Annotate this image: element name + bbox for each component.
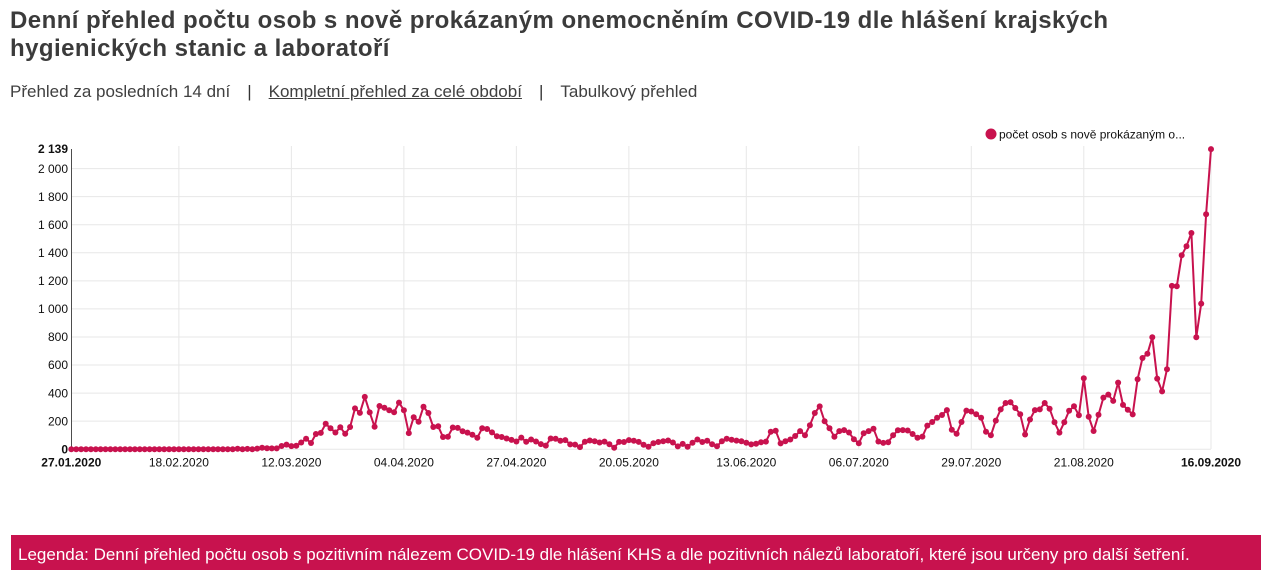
svg-text:27.04.2020: 27.04.2020 [486,455,546,469]
svg-text:1 200: 1 200 [38,274,68,288]
svg-text:18.02.2020: 18.02.2020 [149,455,209,469]
svg-text:16.09.2020: 16.09.2020 [1181,455,1241,469]
svg-text:1 800: 1 800 [38,190,68,204]
svg-text:1 600: 1 600 [38,218,68,232]
svg-text:200: 200 [48,414,68,428]
svg-text:0: 0 [61,442,68,456]
svg-text:400: 400 [48,386,68,400]
svg-text:2 000: 2 000 [38,162,68,176]
svg-text:27.01.2020: 27.01.2020 [41,455,101,469]
svg-text:1 000: 1 000 [38,302,68,316]
svg-text:2 139: 2 139 [38,142,68,156]
svg-text:12.03.2020: 12.03.2020 [261,455,321,469]
svg-text:20.05.2020: 20.05.2020 [599,455,659,469]
svg-text:600: 600 [48,358,68,372]
svg-text:1 400: 1 400 [38,246,68,260]
svg-text:04.04.2020: 04.04.2020 [374,455,434,469]
svg-text:800: 800 [48,330,68,344]
svg-text:počet osob s nově prokázaným o: počet osob s nově prokázaným o... [999,128,1185,142]
svg-text:13.06.2020: 13.06.2020 [716,455,776,469]
svg-text:21.08.2020: 21.08.2020 [1054,455,1114,469]
svg-text:06.07.2020: 06.07.2020 [829,455,889,469]
svg-text:29.07.2020: 29.07.2020 [941,455,1001,469]
